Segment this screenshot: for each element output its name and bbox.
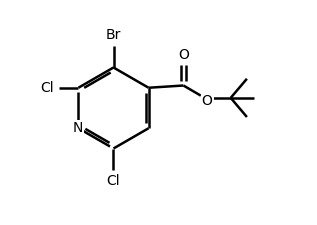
- Text: O: O: [202, 94, 212, 108]
- Text: N: N: [73, 121, 83, 135]
- Text: Br: Br: [106, 28, 121, 42]
- Text: O: O: [178, 48, 189, 62]
- Text: Cl: Cl: [40, 81, 54, 95]
- Text: Cl: Cl: [107, 174, 120, 188]
